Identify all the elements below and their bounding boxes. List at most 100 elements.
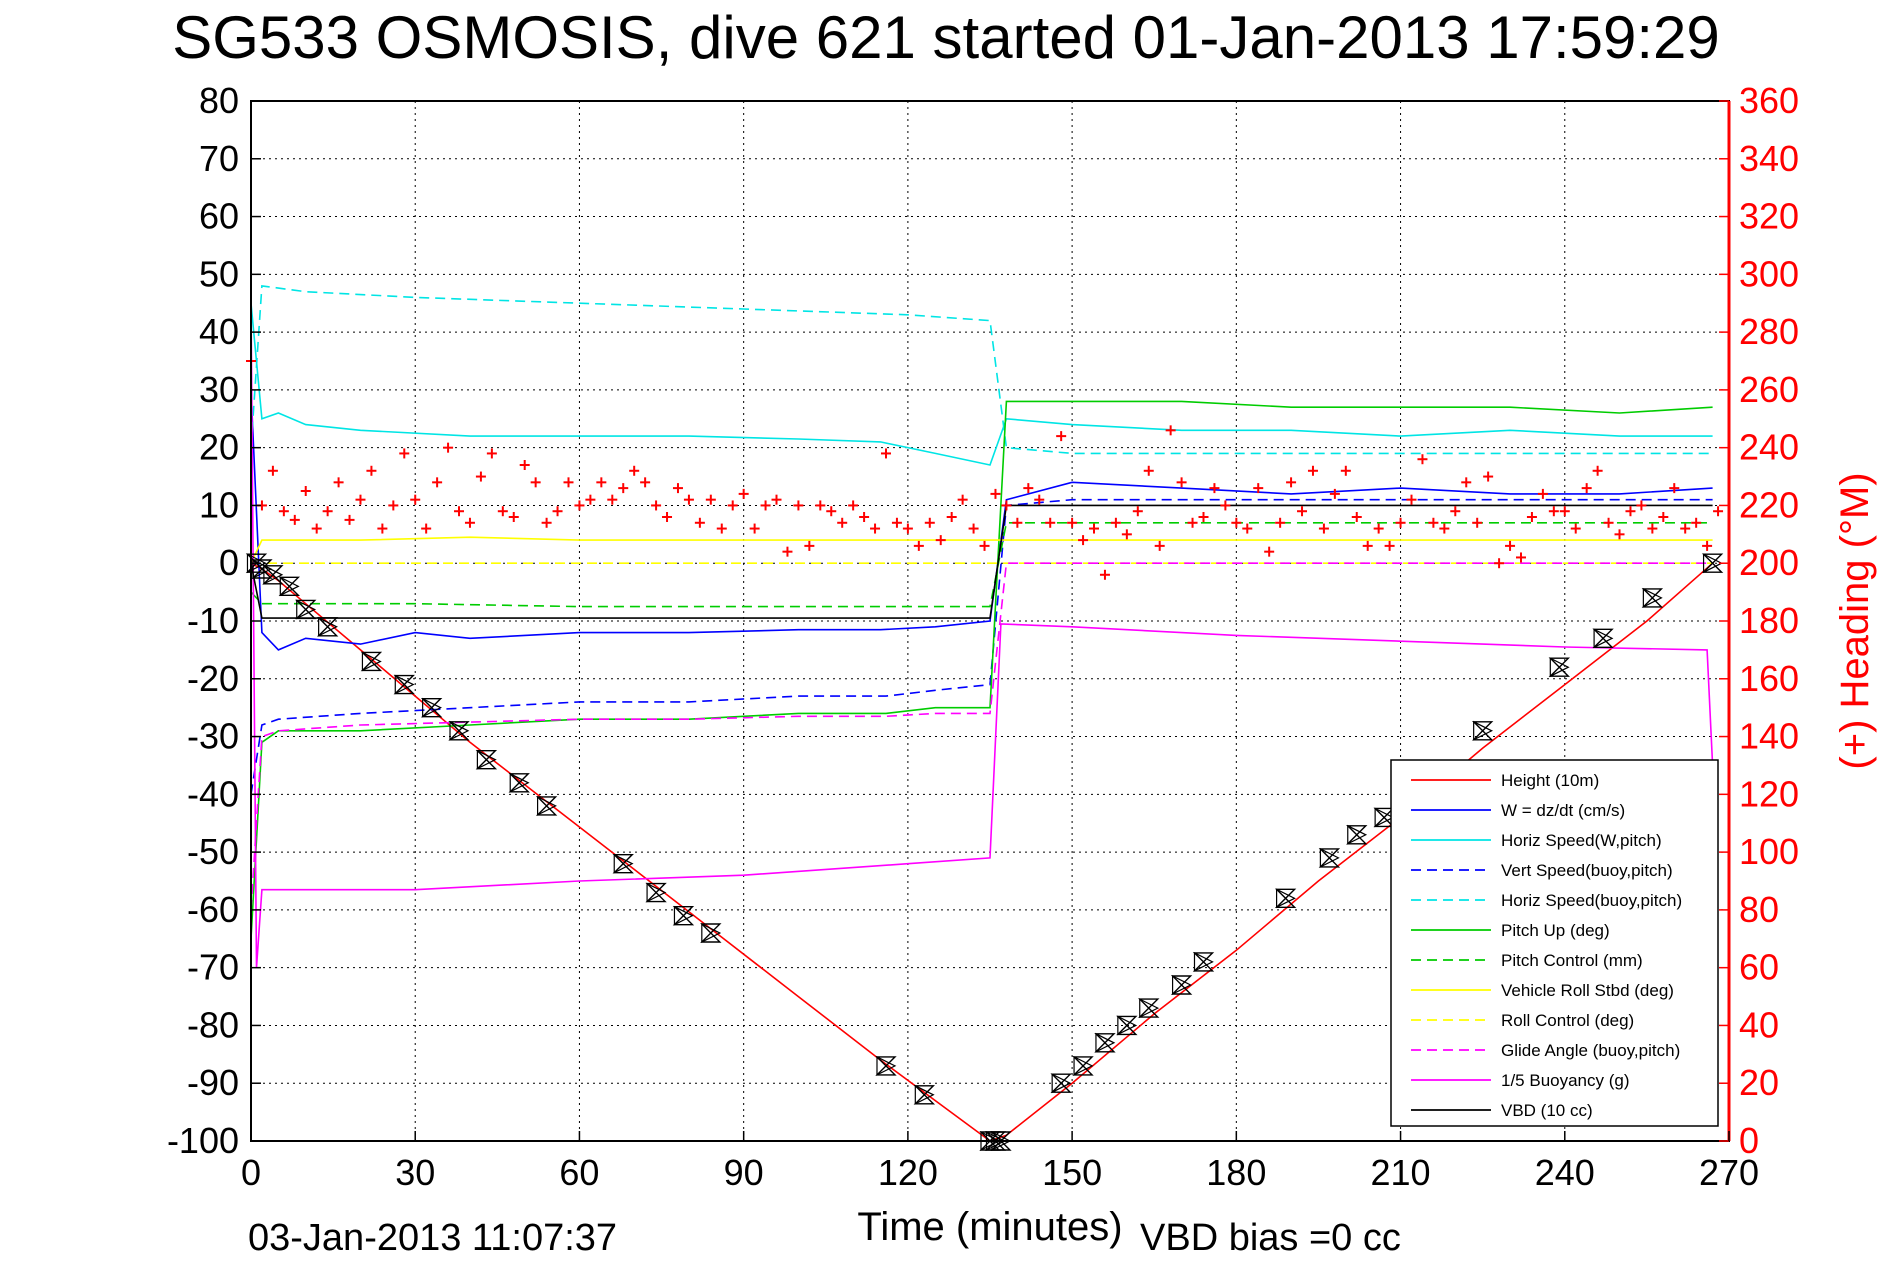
left-tick-label: -100: [167, 1120, 239, 1161]
heading-point: [311, 523, 322, 534]
heading-point: [432, 477, 443, 488]
series-line-11: [250, 504, 1713, 619]
x-ticks: 0 30 60 90 120 150 180 210 240 270: [241, 1131, 1759, 1193]
heading-point: [1089, 523, 1100, 534]
heading-point: [1132, 506, 1143, 517]
series-lines: [250, 284, 1714, 1142]
series-line-7: [250, 536, 1713, 564]
heading-point: [705, 494, 716, 505]
left-tick-label: 60: [199, 196, 239, 237]
heading-point: [1056, 431, 1067, 442]
right-tick-label: 180: [1739, 600, 1799, 641]
depth-marker: [448, 720, 470, 741]
right-tick-label: 300: [1739, 253, 1799, 294]
footer-vbd-bias: VBD bias =0 cc: [1140, 1217, 1401, 1259]
heading-point: [1329, 488, 1340, 499]
heading-point: [377, 523, 388, 534]
depth-marker: [612, 853, 634, 874]
right-tick-label: 80: [1739, 889, 1779, 930]
heading-point: [508, 512, 519, 522]
heading-point: [300, 486, 311, 496]
depth-marker: [508, 772, 530, 793]
heading-point: [464, 517, 475, 528]
legend-label: W = dz/dt (cm/s): [1501, 801, 1625, 820]
legend-label: Vehicle Roll Stbd (deg): [1501, 981, 1674, 1000]
heading-point: [859, 512, 870, 522]
heading-point: [694, 517, 705, 528]
heading-point: [1636, 500, 1647, 511]
depth-marker: [295, 599, 317, 620]
depth-marker: [700, 923, 722, 943]
heading-point: [552, 506, 563, 517]
heading-point: [1275, 517, 1286, 528]
heading-point: [530, 477, 541, 488]
heading-point: [1264, 546, 1275, 557]
depth-marker: [1592, 628, 1614, 649]
heading-point: [344, 514, 355, 525]
heading-point: [1253, 483, 1264, 494]
heading-point: [1702, 540, 1713, 551]
heading-point: [1439, 523, 1450, 534]
depth-marker: [1471, 720, 1494, 741]
left-tick-label: -20: [187, 658, 239, 699]
right-tick-label: 100: [1739, 831, 1799, 872]
heading-point: [1658, 512, 1669, 522]
x-tick-label: 180: [1206, 1152, 1266, 1193]
footer-timestamp: 03-Jan-2013 11:07:37: [248, 1217, 617, 1259]
depth-marker: [1094, 1032, 1116, 1053]
heading-point: [1625, 506, 1636, 517]
heading-point: [979, 540, 990, 551]
x-axis-label: Time (minutes): [857, 1205, 1122, 1249]
right-tick-label: 60: [1739, 947, 1779, 988]
heading-point: [880, 448, 891, 459]
heading-point: [793, 500, 804, 511]
series-line-5: [250, 400, 1713, 939]
heading-point: [607, 494, 618, 505]
right-axis-label: (+) Heading (°M): [1833, 472, 1877, 769]
heading-point: [267, 465, 278, 476]
x-tick-label: 0: [241, 1152, 261, 1193]
series-line-6: [250, 521, 1713, 608]
legend-label: VBD (10 cc): [1501, 1101, 1593, 1120]
heading-point: [454, 506, 465, 517]
depth-marker: [278, 576, 301, 597]
heading-point: [421, 523, 432, 534]
series-line-10: [250, 303, 1714, 968]
legend-label: Vert Speed(buoy,pitch): [1501, 861, 1673, 880]
heading-point: [913, 540, 924, 551]
right-tick-label: 140: [1739, 716, 1799, 757]
heading-point: [410, 494, 421, 505]
heading-point: [1143, 465, 1154, 476]
left-tick-label: 50: [199, 253, 239, 294]
right-tick-label: 0: [1739, 1120, 1759, 1161]
heading-point: [1154, 540, 1165, 551]
heading-point: [1581, 483, 1592, 494]
heading-point: [760, 500, 771, 511]
series-line-1: [250, 389, 1713, 651]
heading-point: [727, 500, 738, 511]
heading-point: [1362, 540, 1373, 551]
right-tick-label: 260: [1739, 369, 1799, 410]
heading-point: [1691, 517, 1702, 528]
left-tick-label: -10: [187, 600, 239, 641]
left-tick-label: 30: [199, 369, 239, 410]
chart-title: SG533 OSMOSIS, dive 621 started 01-Jan-2…: [172, 4, 1720, 71]
left-tick-label: -90: [187, 1062, 239, 1103]
legend-label: Glide Angle (buoy,pitch): [1501, 1041, 1680, 1060]
heading-point: [1494, 558, 1505, 569]
heading-point: [596, 477, 607, 488]
depth-marker: [1346, 824, 1368, 845]
left-tick-label: 0: [219, 542, 239, 583]
heading-point: [815, 500, 826, 511]
depth-marker: [420, 697, 443, 718]
heading-point: [782, 546, 793, 557]
left-tick-label: -40: [187, 773, 239, 814]
legend-label: 1/5 Buoyancy (g): [1501, 1071, 1630, 1090]
depth-marker: [360, 651, 383, 672]
heading-point: [716, 523, 727, 534]
x-tick-label: 240: [1535, 1152, 1595, 1193]
right-tick-label: 280: [1739, 311, 1799, 352]
heading-point: [618, 483, 629, 494]
heading-point: [1099, 569, 1110, 580]
